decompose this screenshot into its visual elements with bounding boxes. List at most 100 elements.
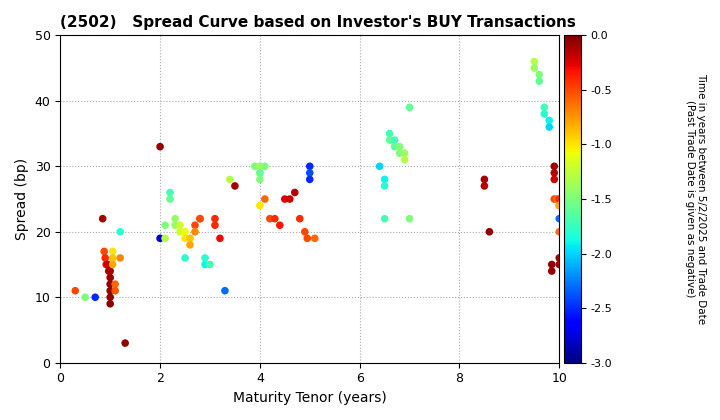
Point <box>534 78 545 84</box>
Point <box>554 196 565 202</box>
Point <box>189 222 201 228</box>
Point <box>479 176 490 183</box>
Point <box>394 150 405 157</box>
Point <box>109 287 121 294</box>
Point <box>189 228 201 235</box>
Point <box>302 235 313 242</box>
Point <box>210 222 221 228</box>
Point <box>179 228 191 235</box>
Point <box>528 65 540 71</box>
Point <box>184 235 196 242</box>
Point <box>254 176 266 183</box>
Point <box>100 261 112 268</box>
Point <box>99 248 110 255</box>
Point <box>199 255 211 261</box>
Point <box>551 196 562 202</box>
Point <box>89 294 101 301</box>
Point <box>254 202 266 209</box>
Point <box>299 228 310 235</box>
Point <box>379 215 390 222</box>
Point <box>544 123 555 130</box>
Point <box>304 163 315 170</box>
Point <box>304 170 315 176</box>
Point <box>534 71 545 78</box>
Point <box>399 156 410 163</box>
Point <box>259 163 271 170</box>
Point <box>284 196 296 202</box>
Point <box>546 261 557 268</box>
Point <box>104 268 116 274</box>
Point <box>554 215 565 222</box>
Point <box>539 110 550 117</box>
Point <box>389 137 400 144</box>
Point <box>549 163 560 170</box>
Point <box>554 255 565 261</box>
Point <box>554 261 565 268</box>
Point <box>289 189 300 196</box>
Point <box>120 340 131 346</box>
Point <box>554 228 565 235</box>
Point <box>164 196 176 202</box>
Point <box>549 170 560 176</box>
Point <box>254 163 266 170</box>
Point <box>174 222 186 228</box>
Point <box>179 255 191 261</box>
Text: (2502)   Spread Curve based on Investor's BUY Transactions: (2502) Spread Curve based on Investor's … <box>60 15 576 30</box>
Point <box>104 300 116 307</box>
Point <box>399 150 410 157</box>
Point <box>374 163 385 170</box>
Point <box>99 255 111 261</box>
Point <box>484 228 495 235</box>
Point <box>294 215 305 222</box>
Point <box>104 287 116 294</box>
Point <box>554 202 565 209</box>
Point <box>404 215 415 222</box>
Point <box>309 235 320 242</box>
Point <box>174 228 186 235</box>
Point <box>199 261 211 268</box>
Point <box>194 215 206 222</box>
Point <box>214 235 225 242</box>
Point <box>154 143 166 150</box>
Point <box>528 58 540 65</box>
Point <box>107 248 118 255</box>
Point <box>549 176 560 183</box>
Point <box>404 104 415 111</box>
Point <box>179 235 191 242</box>
Point <box>274 222 286 228</box>
Point <box>264 215 276 222</box>
Point <box>107 261 118 268</box>
Point <box>384 137 395 144</box>
Point <box>102 261 114 268</box>
Point <box>210 215 221 222</box>
Point <box>544 117 555 124</box>
Point <box>394 143 405 150</box>
Point <box>109 281 121 288</box>
Point <box>279 196 291 202</box>
Point <box>554 202 565 209</box>
Point <box>259 196 271 202</box>
Point <box>114 255 126 261</box>
Point <box>103 268 114 274</box>
Point <box>169 215 181 222</box>
Point <box>204 261 216 268</box>
Y-axis label: Time in years between 5/2/2025 and Trade Date
(Past Trade Date is given as negat: Time in years between 5/2/2025 and Trade… <box>685 74 706 325</box>
Point <box>539 104 550 111</box>
X-axis label: Maturity Tenor (years): Maturity Tenor (years) <box>233 391 387 405</box>
Point <box>384 130 395 137</box>
Point <box>70 287 81 294</box>
Point <box>254 170 266 176</box>
Point <box>549 196 560 202</box>
Point <box>104 274 116 281</box>
Point <box>159 235 171 242</box>
Point <box>194 215 206 222</box>
Point <box>249 163 261 170</box>
Point <box>184 241 196 248</box>
Y-axis label: Spread (bp): Spread (bp) <box>15 158 29 240</box>
Point <box>254 170 266 176</box>
Point <box>379 183 390 189</box>
Point <box>104 294 116 301</box>
Point <box>107 255 118 261</box>
Point <box>169 222 181 228</box>
Point <box>229 183 240 189</box>
